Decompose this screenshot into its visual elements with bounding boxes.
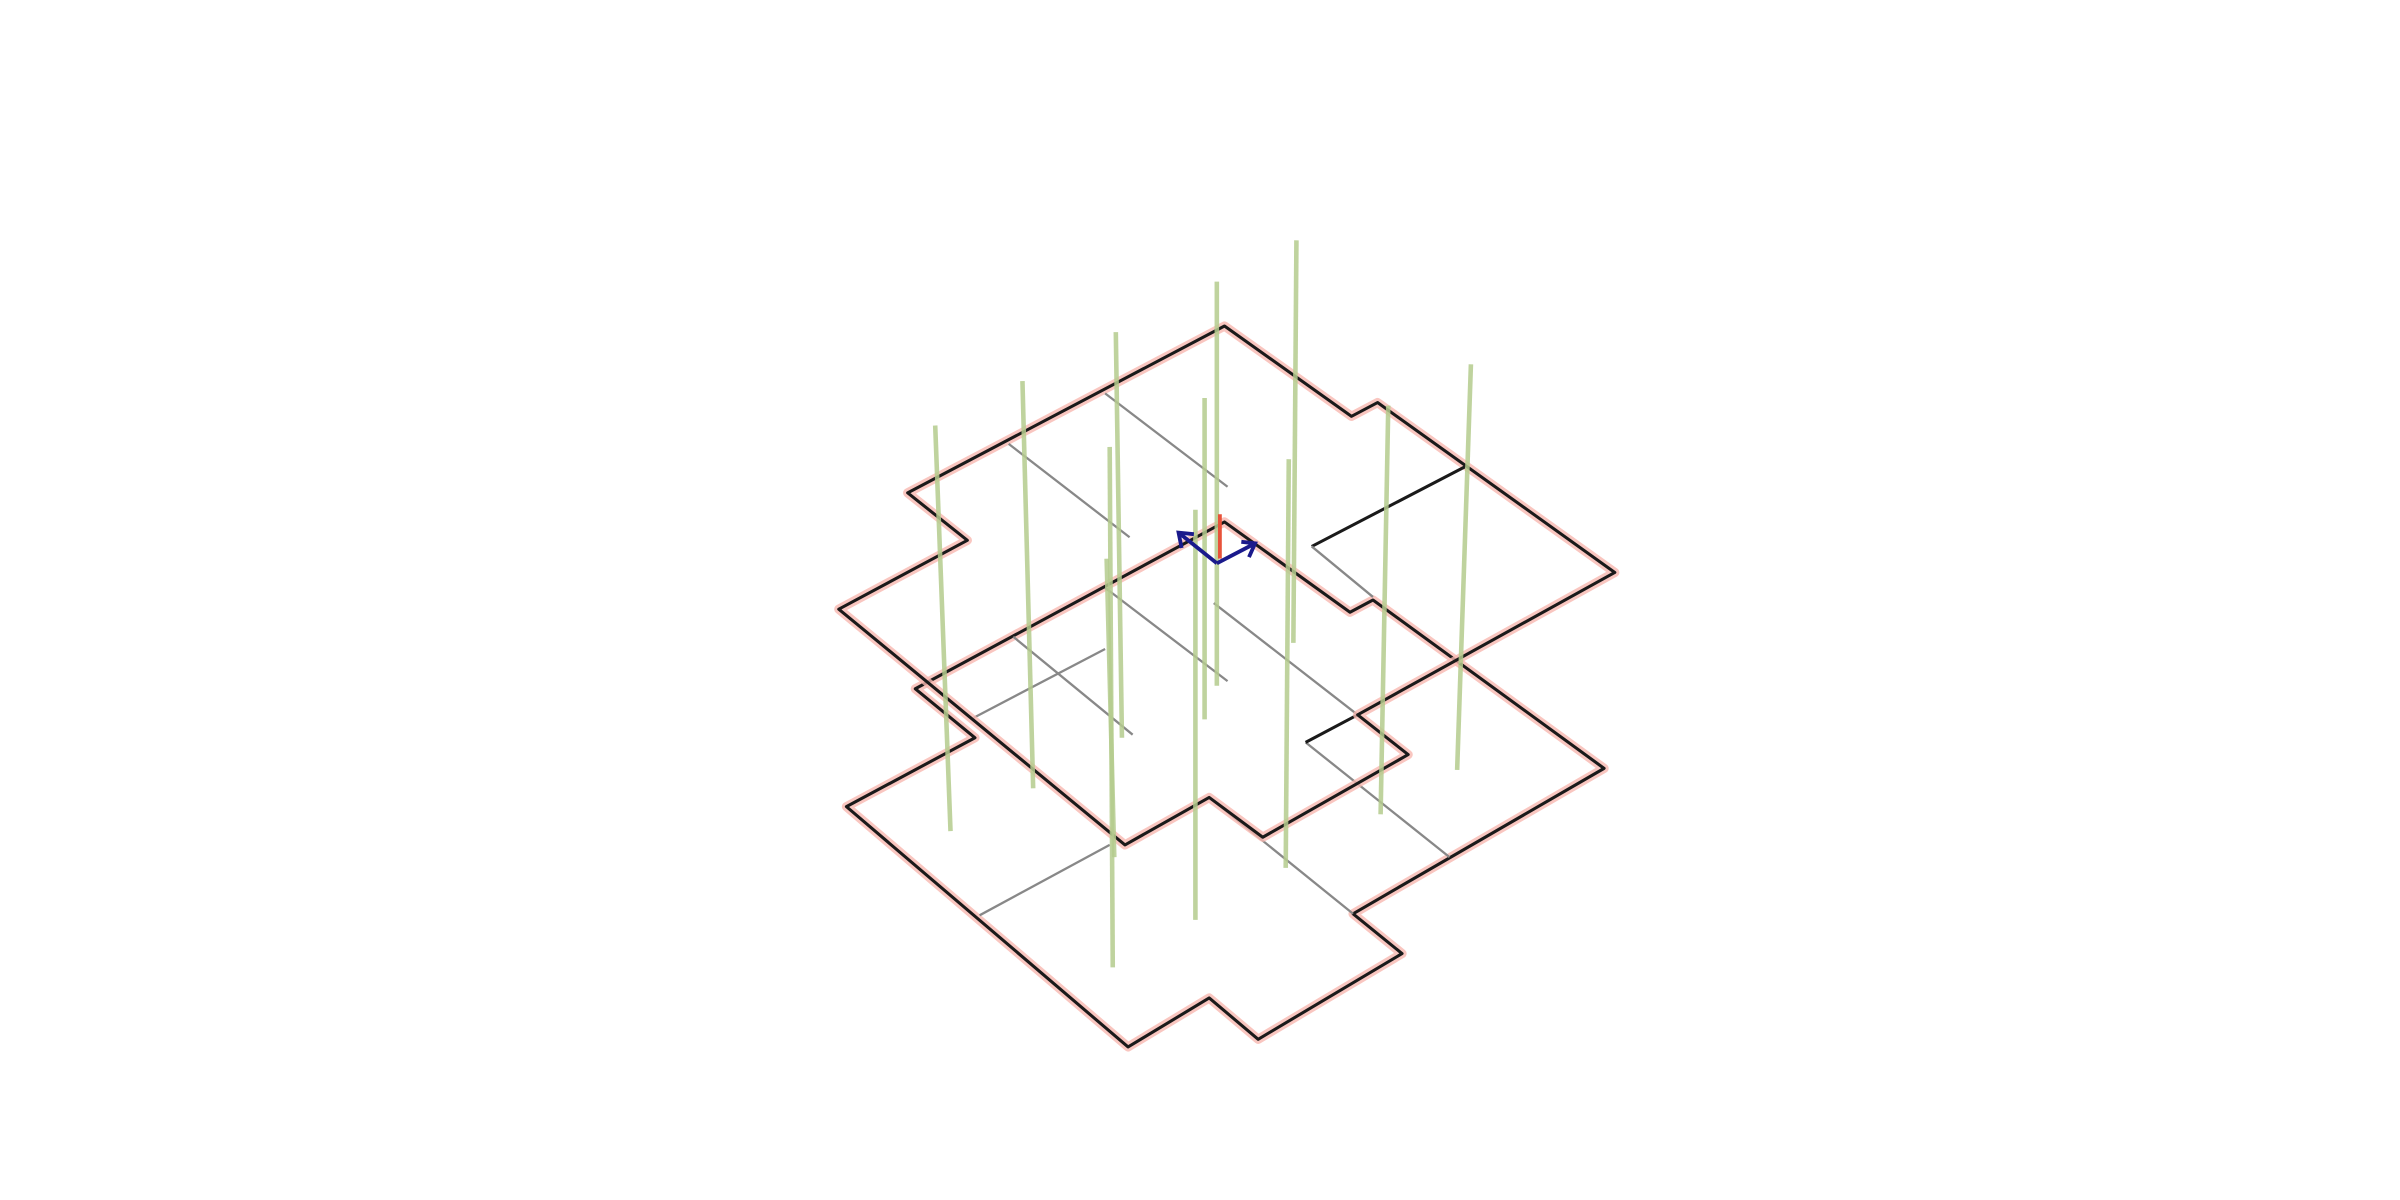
upper-floor-outline: [837, 324, 1617, 847]
upper-floor: [834, 321, 1620, 850]
lower-floor-highlight: [841, 517, 1609, 1052]
lower-floor: [841, 517, 1609, 1052]
lower-floor-outline: [844, 520, 1606, 1049]
column: [932, 425, 953, 832]
column: [1020, 381, 1036, 789]
beam: [1104, 586, 1229, 683]
axis-y: [1215, 541, 1256, 565]
column: [1113, 332, 1125, 738]
beam: [972, 647, 1106, 719]
beam: [1304, 741, 1451, 859]
column: [1454, 364, 1474, 770]
beam: [979, 843, 1111, 917]
axis-gizmo: [1176, 514, 1258, 565]
column: [1104, 558, 1117, 858]
column: [1291, 240, 1299, 643]
columns: [932, 240, 1474, 968]
axis-x-head: [1176, 530, 1195, 549]
column: [1283, 459, 1292, 868]
column: [1378, 405, 1391, 815]
axis-x: [1177, 531, 1219, 565]
beam: [1311, 545, 1374, 598]
upper-floor-highlight: [834, 321, 1620, 850]
axis-y-head: [1241, 539, 1258, 558]
wall: [1304, 713, 1359, 744]
beam: [1104, 392, 1229, 488]
